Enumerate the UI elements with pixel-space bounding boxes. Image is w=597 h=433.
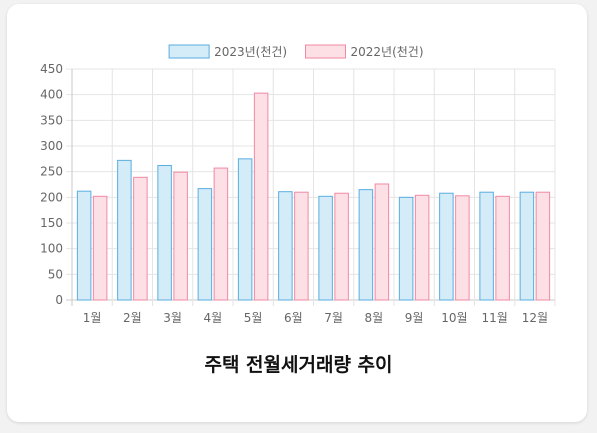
legend: 2023년(천건) 2022년(천건)	[168, 44, 424, 59]
bar-series-2[interactable]	[495, 195, 510, 301]
bar-series-2[interactable]	[455, 195, 470, 301]
x-tick-label: 4월	[204, 311, 223, 325]
bar-series-2[interactable]	[92, 195, 108, 301]
bar-series-2[interactable]	[535, 191, 551, 301]
bar-series-1[interactable]	[237, 158, 253, 301]
x-tick-label: 3월	[163, 311, 182, 325]
bar-series-1[interactable]	[358, 189, 374, 301]
x-tick-label: 9월	[405, 311, 424, 325]
y-axis: 0 50 100 150 200 250 300 350 400 450	[40, 62, 63, 307]
bar-series-1[interactable]	[157, 165, 172, 301]
y-tick-label: 450	[40, 62, 63, 76]
bar-series-2[interactable]	[414, 194, 430, 301]
legend-label[interactable]: 2023년(천건)	[214, 44, 287, 59]
bars	[76, 92, 551, 301]
x-tick-label: 5월	[244, 311, 263, 325]
legend-swatch[interactable]	[168, 44, 210, 59]
chart-title: 주택 전월세거래량 추이	[204, 354, 393, 376]
x-tick-label: 12월	[522, 311, 548, 325]
y-tick-label: 100	[40, 242, 63, 256]
x-tick-label: 2월	[123, 311, 142, 325]
bar-series-1[interactable]	[398, 196, 414, 301]
bar-series-1[interactable]	[479, 191, 494, 301]
bar-series-2[interactable]	[334, 192, 349, 301]
bar-series-1[interactable]	[117, 159, 132, 301]
bar-series-1[interactable]	[76, 190, 92, 301]
legend-swatch[interactable]	[305, 44, 346, 59]
y-tick-label: 200	[40, 190, 63, 204]
x-tick-label: 11월	[481, 311, 507, 325]
x-tick-label: 6월	[284, 311, 303, 325]
y-tick-label: 150	[40, 216, 63, 230]
x-tick-label: 1월	[83, 311, 102, 325]
bar-series-2[interactable]	[213, 167, 229, 301]
bar-series-2[interactable]	[173, 171, 188, 301]
x-tick-label: 8월	[365, 311, 384, 325]
bar-series-1[interactable]	[519, 191, 535, 301]
bar-series-1[interactable]	[197, 188, 213, 301]
bar-series-2[interactable]	[133, 176, 148, 301]
y-tick-label: 250	[40, 165, 63, 179]
y-tick-label: 400	[40, 88, 63, 102]
x-tick-label: 7월	[324, 311, 343, 325]
bar-series-2[interactable]	[374, 183, 390, 301]
bar-series-1[interactable]	[439, 192, 454, 301]
legend-label[interactable]: 2022년(천건)	[351, 44, 424, 59]
bar-series-1[interactable]	[318, 195, 333, 301]
bar-series-2[interactable]	[294, 191, 309, 301]
y-tick-label: 350	[40, 113, 63, 127]
bar-series-2[interactable]	[253, 92, 269, 301]
y-tick-label: 300	[40, 139, 63, 153]
y-tick-label: 50	[48, 267, 63, 281]
x-tick-label: 10월	[441, 311, 467, 325]
y-tick-label: 0	[55, 293, 63, 307]
bar-series-1[interactable]	[278, 191, 293, 301]
x-axis: 1월 2월 3월 4월 5월 6월 7월 8월 9월 10월 11월 12월	[83, 311, 548, 325]
